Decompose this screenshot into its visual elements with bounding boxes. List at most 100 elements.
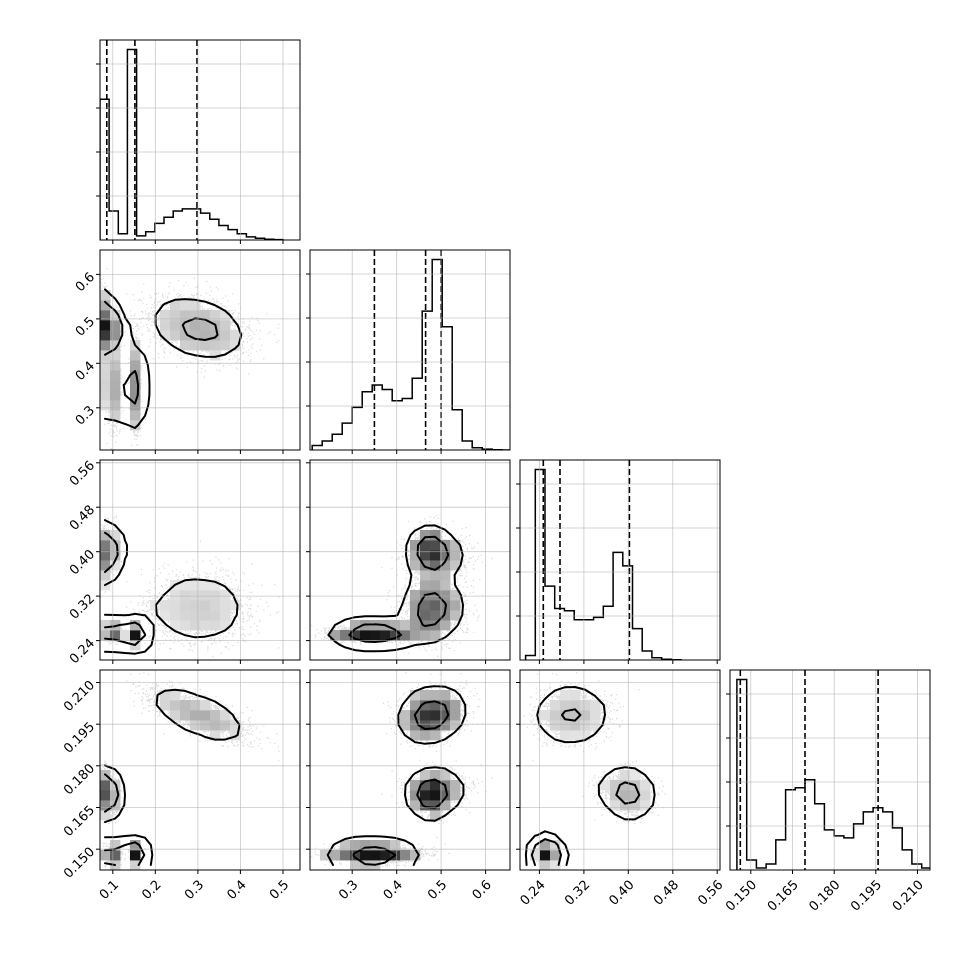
density-cell xyxy=(120,630,131,641)
contour-inner xyxy=(104,300,219,405)
density-cell xyxy=(220,710,231,721)
density-cell xyxy=(110,370,121,381)
density-cell xyxy=(200,330,211,341)
density-cell xyxy=(570,690,581,701)
density-cell xyxy=(540,710,551,721)
density-cell xyxy=(410,610,421,621)
density-cell xyxy=(410,780,421,791)
density-cell xyxy=(450,780,461,791)
density-cell xyxy=(100,620,111,631)
density-cell xyxy=(610,780,621,791)
density-cell xyxy=(450,540,461,551)
density-cell xyxy=(560,700,571,711)
density-cell xyxy=(110,310,121,321)
density-cell xyxy=(200,620,211,631)
panel-2-1-density xyxy=(310,515,493,657)
y-tick-label: 0.48 xyxy=(67,503,98,534)
density-cell xyxy=(640,800,651,811)
contour-inner xyxy=(530,708,641,866)
density-cell xyxy=(570,700,581,711)
density-cell xyxy=(100,320,111,331)
density-cell xyxy=(420,560,431,571)
density-cell xyxy=(580,730,591,741)
panel-frame xyxy=(99,39,301,241)
y-tick-label: 0.5 xyxy=(73,314,98,339)
density-cell xyxy=(230,330,241,341)
density-cell xyxy=(100,780,111,791)
density-cell xyxy=(200,600,211,611)
density-cell xyxy=(110,410,121,421)
density-cell xyxy=(100,300,111,311)
density-cell xyxy=(100,630,111,641)
density-cell xyxy=(170,590,181,601)
density-cell xyxy=(100,550,111,561)
density-cell xyxy=(420,690,431,701)
density-cell xyxy=(190,580,201,591)
density-cell xyxy=(110,380,121,391)
density-cell xyxy=(210,580,221,591)
density-cell xyxy=(380,630,391,641)
density-cell xyxy=(410,560,421,571)
density-cell xyxy=(210,730,221,741)
scatter-points xyxy=(100,672,280,870)
density-cell xyxy=(170,330,181,341)
density-cell xyxy=(200,700,211,711)
density-cell xyxy=(440,580,451,591)
density-cell xyxy=(190,310,201,321)
density-cell xyxy=(400,720,411,731)
density-cell xyxy=(360,630,371,641)
density-cell xyxy=(440,570,451,581)
density-cell xyxy=(420,720,431,731)
density-cell xyxy=(430,770,441,781)
panel-2-0-axes xyxy=(96,459,301,664)
density-cell xyxy=(160,600,171,611)
density-cell xyxy=(210,710,221,721)
density-cell xyxy=(410,540,421,551)
panel-1-0-axes xyxy=(96,249,301,454)
density-cell xyxy=(400,630,411,641)
density-cell xyxy=(400,850,411,861)
density-cell xyxy=(370,840,381,851)
density-cell xyxy=(640,780,651,791)
panel-0-0-axes xyxy=(96,39,301,244)
density-cell xyxy=(420,700,431,711)
density-cell xyxy=(420,530,431,541)
density-cell xyxy=(180,310,191,321)
density-cell xyxy=(180,710,191,721)
density-cell xyxy=(580,710,591,721)
density-cell xyxy=(570,710,581,721)
contour-outer xyxy=(104,288,243,429)
density-cell xyxy=(190,320,201,331)
x-tick-label: 0.40 xyxy=(606,878,637,909)
x-tick-label: 0.2 xyxy=(139,878,164,903)
density-cell xyxy=(220,340,231,351)
density-cell xyxy=(440,610,451,621)
x-tick-label: 0.210 xyxy=(890,878,927,915)
density-cell xyxy=(410,790,421,801)
density-cell xyxy=(200,610,211,621)
density-cell xyxy=(560,720,571,731)
density-cell xyxy=(220,600,231,611)
density-cell xyxy=(410,690,421,701)
density-cell xyxy=(350,620,361,631)
density-cell xyxy=(430,800,441,811)
density-cell xyxy=(450,550,461,561)
x-tick-label: 0.150 xyxy=(723,878,760,915)
density-cell xyxy=(440,710,451,721)
density-cell xyxy=(220,720,231,731)
density-cell xyxy=(100,540,111,551)
density-cell xyxy=(110,350,121,361)
density-cell xyxy=(200,310,211,321)
density-cell xyxy=(230,730,241,741)
density-cell xyxy=(430,590,441,601)
density-cell xyxy=(550,700,561,711)
density-cell xyxy=(430,550,441,561)
density-cell xyxy=(420,570,431,581)
density-cell xyxy=(190,620,201,631)
density-cell xyxy=(130,390,141,401)
panel-2-1-axes xyxy=(306,459,511,664)
density-cell xyxy=(180,700,191,711)
density-cell xyxy=(430,600,441,611)
density-cell xyxy=(110,850,121,861)
